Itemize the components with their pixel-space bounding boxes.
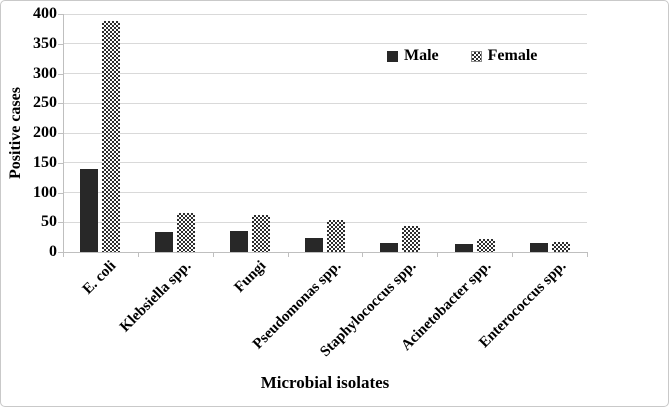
- y-axis-tick: [58, 162, 63, 164]
- gridline: [63, 162, 587, 164]
- y-tick-label: 350: [33, 34, 57, 52]
- bar-female-4: [327, 220, 345, 252]
- bar-female-2: [177, 213, 196, 252]
- y-axis-tick: [58, 192, 63, 194]
- legend: Male Female: [387, 47, 537, 65]
- x-axis-tick: [63, 253, 64, 257]
- y-axis-line: [63, 14, 64, 252]
- x-axis-tick: [137, 253, 139, 257]
- y-tick-label: 250: [33, 94, 57, 112]
- x-axis-tick: [362, 253, 364, 257]
- y-axis-tick: [58, 73, 63, 75]
- bar-female-7: [551, 241, 570, 252]
- y-tick-label: 100: [33, 183, 57, 201]
- x-axis-tick: [287, 253, 289, 257]
- y-tick-label: 200: [33, 124, 57, 141]
- bar-male-2: [155, 232, 174, 252]
- y-axis-tick: [58, 133, 63, 134]
- y-axis-tick: [58, 14, 63, 15]
- y-tick-label: 0: [49, 243, 57, 260]
- male-series-swatch-icon: [387, 50, 398, 62]
- gridline: [63, 221, 587, 223]
- y-axis-tick: [58, 103, 63, 105]
- x-axis-title: Microbial isolates: [260, 373, 390, 392]
- bar-female-6: [476, 238, 495, 252]
- x-axis-tick: [587, 253, 588, 257]
- gridline: [63, 192, 587, 193]
- bar-male-5: [379, 243, 398, 252]
- bar-male-7: [529, 243, 548, 252]
- bar-male-6: [454, 243, 473, 252]
- x-axis-line: [63, 252, 588, 253]
- bar-female-3: [252, 215, 271, 252]
- gridline: [63, 132, 587, 134]
- female-series-swatch-icon: [470, 50, 482, 62]
- gridline: [63, 43, 587, 45]
- gridline: [63, 73, 587, 74]
- legend-label-male: Male: [404, 47, 439, 64]
- bar-male-1: [80, 168, 99, 252]
- x-axis-tick: [512, 253, 514, 257]
- bar-female-1: [102, 21, 121, 252]
- gridline: [63, 102, 587, 104]
- legend-label-female: Female: [487, 47, 538, 64]
- y-tick-label: 150: [33, 153, 57, 171]
- y-tick-label: 400: [33, 5, 57, 22]
- y-tick-label: 50: [41, 213, 57, 231]
- x-axis-tick: [437, 253, 439, 257]
- bar-male-3: [230, 231, 249, 252]
- y-axis-tick: [58, 222, 63, 224]
- legend-item-male: Male: [387, 47, 439, 65]
- x-category-label: E. coli: [80, 258, 120, 298]
- y-axis-tick: [58, 252, 63, 253]
- plot-area: [63, 13, 587, 252]
- gridline: [63, 13, 587, 15]
- x-axis-tick: [212, 253, 214, 257]
- bar-female-5: [401, 226, 420, 252]
- y-tick-label: 300: [33, 64, 57, 82]
- bar-male-4: [305, 238, 323, 252]
- legend-item-female: Female: [470, 47, 538, 65]
- y-axis-tick: [58, 43, 63, 45]
